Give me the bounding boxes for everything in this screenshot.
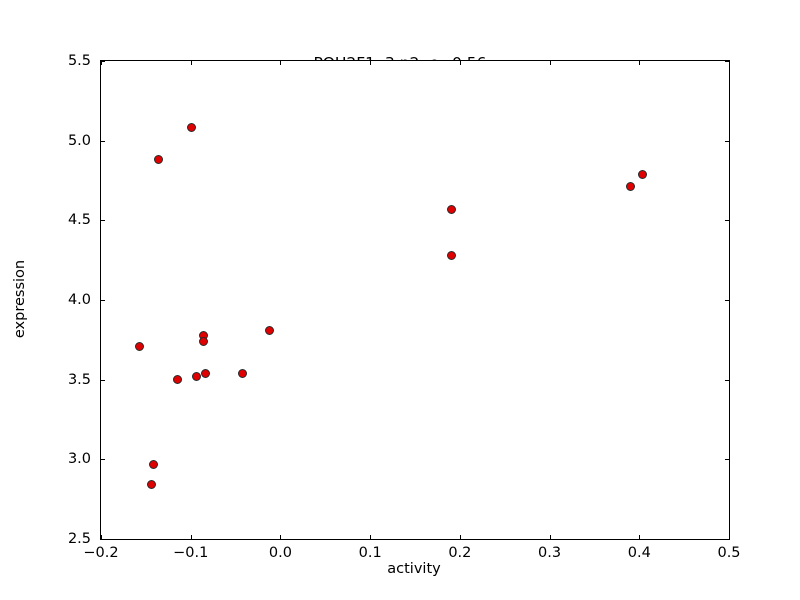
x-axis-tick-top: [459, 60, 461, 65]
y-axis-tick-label: 5.0: [67, 132, 91, 149]
data-point: [200, 368, 210, 378]
y-axis-tick-right: [725, 140, 730, 142]
y-axis-tick: [100, 61, 105, 62]
x-axis-tick-label: −0.1: [173, 545, 209, 561]
y-axis-label: expression: [12, 259, 28, 339]
x-axis-tick: [280, 535, 282, 540]
data-point: [447, 204, 457, 214]
x-axis-tick-top: [190, 60, 192, 65]
data-point: [238, 368, 248, 378]
y-axis-tick-label: 3.5: [67, 371, 91, 388]
data-point: [625, 182, 635, 192]
x-axis-tick-top: [729, 60, 730, 65]
x-axis-tick-label: 0.3: [538, 545, 562, 561]
x-axis-tick-label: 0.0: [268, 545, 292, 561]
data-point: [146, 480, 156, 490]
data-point: [198, 336, 208, 346]
data-point: [447, 250, 457, 260]
x-axis-tick: [459, 535, 461, 540]
x-axis-tick: [549, 535, 551, 540]
y-axis-tick-right: [725, 379, 730, 381]
x-axis-tick-top: [639, 60, 641, 65]
x-axis-tick-top: [280, 60, 282, 65]
y-axis-tick: [100, 220, 105, 222]
data-point: [135, 341, 145, 351]
y-axis-tick: [100, 459, 105, 461]
y-axis-tick-label: 5.5: [67, 53, 91, 69]
data-points-layer: [101, 61, 729, 539]
x-axis-tick: [190, 535, 192, 540]
y-axis-tick-right: [725, 459, 730, 461]
x-axis-tick-label: −0.2: [83, 545, 119, 561]
x-axis-tick-top: [549, 60, 551, 65]
y-axis-tick: [100, 140, 105, 142]
y-axis-tick-label: 4.0: [67, 292, 91, 308]
x-axis-label: activity: [387, 561, 441, 577]
x-axis-tick: [729, 535, 730, 540]
x-axis-tick-top: [370, 60, 372, 65]
x-axis-tick-label: 0.4: [627, 545, 651, 561]
y-axis-tick-right: [725, 539, 730, 540]
x-axis-tick-label: 0.1: [358, 545, 382, 561]
y-axis-tick-label: 3.0: [67, 451, 91, 468]
y-axis-tick-right: [725, 61, 730, 62]
data-point: [149, 459, 159, 469]
x-axis-tick: [101, 535, 102, 540]
x-axis-tick: [370, 535, 372, 540]
y-axis-tick-label: 4.5: [67, 212, 91, 229]
x-axis-tick-label: 0.2: [448, 545, 472, 561]
y-axis-tick-label: 2.5: [67, 531, 91, 547]
x-axis-tick-label: 0.5: [717, 545, 741, 561]
x-axis-tick: [639, 535, 641, 540]
y-axis-tick: [100, 539, 105, 540]
x-axis-tick-top: [101, 60, 102, 65]
plot-axes-area: −0.2 −0.1 0.0 0.1 0.2 0.3 0.4 0.5 2.5 3.0 3.5 4.0 4.…: [68, 53, 741, 561]
y-axis-tick: [100, 300, 105, 301]
y-axis-tick-right: [725, 300, 730, 301]
data-point: [265, 325, 275, 335]
data-point: [638, 169, 648, 179]
y-axis-tick-right: [725, 220, 730, 222]
data-point: [153, 155, 163, 165]
data-point: [172, 375, 182, 385]
data-point: [192, 371, 202, 381]
y-axis-tick: [100, 379, 105, 381]
data-point: [187, 123, 197, 133]
